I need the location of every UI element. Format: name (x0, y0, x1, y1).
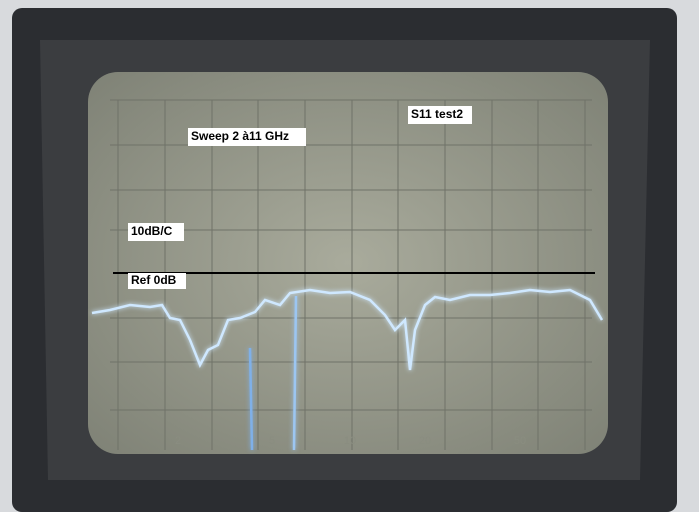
trace (91, 288, 604, 451)
label-box (128, 273, 186, 289)
label-box (188, 128, 306, 146)
axis-label: 2 (175, 435, 181, 447)
axis-label: 10 (344, 435, 356, 447)
axis-label: 50 (514, 435, 526, 447)
title-label: S11 test2 (411, 107, 463, 121)
label-box (128, 223, 184, 241)
scale-label: 10dB/C (131, 224, 173, 238)
axis-label: 20 (419, 435, 431, 447)
sweep-label: Sweep 2 à11 GHz (191, 129, 289, 143)
label-box (408, 106, 472, 124)
graticule (110, 99, 592, 450)
screen (88, 72, 608, 454)
reference-label: Ref 0dB (131, 273, 177, 287)
axis-label: 5 (269, 435, 275, 447)
